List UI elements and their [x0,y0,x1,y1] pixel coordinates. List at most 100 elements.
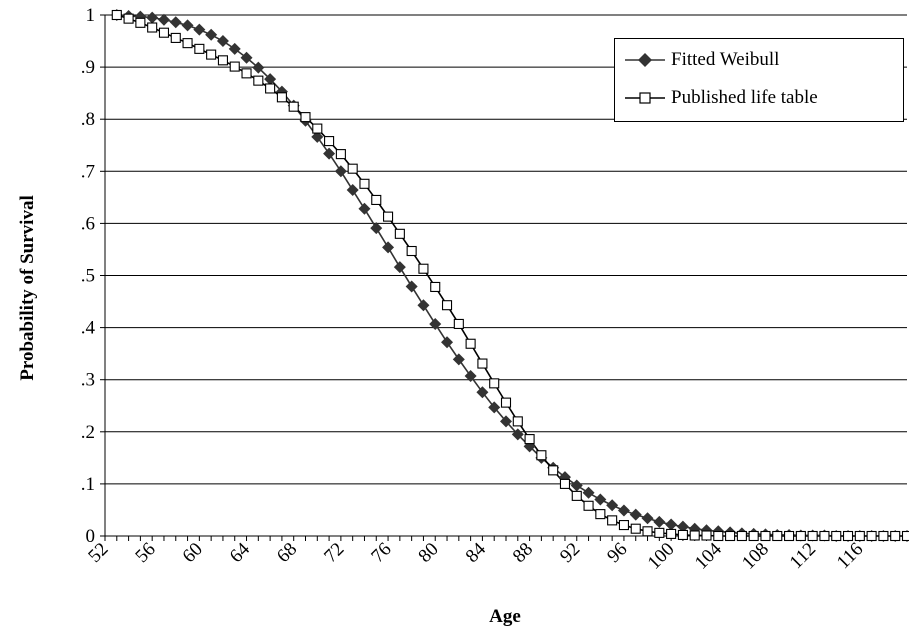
data-point-published-life-table [571,490,582,501]
data-point-published-life-table [831,530,842,542]
data-point-fitted-weibull [606,499,619,512]
square-marker-icon [625,92,665,104]
x-tick-label: 76 [367,539,395,567]
data-point-published-life-table [583,500,594,511]
data-point-fitted-weibull [641,512,654,525]
data-point-published-life-table [595,509,606,520]
data-point-published-life-table [748,530,759,542]
x-axis-label: Age [489,606,521,627]
x-tick-label: 116 [833,539,868,574]
data-point-published-life-table [890,530,901,542]
data-point-fitted-weibull [323,147,336,160]
data-point-published-life-table [430,281,441,293]
data-point-published-life-table [371,194,382,206]
data-point-fitted-weibull [216,35,229,48]
data-point-fitted-weibull [464,370,477,383]
data-point-fitted-weibull [417,299,430,312]
data-point-fitted-weibull [346,184,359,197]
data-point-published-life-table [359,178,370,189]
data-point-fitted-weibull [441,336,454,349]
data-point-fitted-weibull [370,222,383,235]
x-tick-label: 88 [509,539,537,567]
data-point-published-life-table [524,434,535,445]
data-point-published-life-table [489,378,500,389]
data-point-published-life-table [265,83,276,94]
y-tick-label: .4 [81,318,96,339]
data-point-published-life-table [347,163,358,174]
data-point-published-life-table [194,43,205,54]
data-point-fitted-weibull [264,73,277,86]
data-point-published-life-table [276,92,287,103]
x-tick-label: 92 [556,539,584,567]
x-tick-label: 72 [320,539,348,567]
legend-label-fitted-weibull: Fitted Weibull [671,49,780,70]
data-point-published-life-table [241,68,252,79]
data-point-published-life-table [383,211,394,222]
data-point-published-life-table [795,530,806,542]
data-point-fitted-weibull [228,42,241,55]
data-point-published-life-table [630,523,641,534]
data-point-published-life-table [418,263,429,274]
data-point-fitted-weibull [594,493,607,506]
data-point-published-life-table [772,530,783,542]
y-tick-label: .9 [81,57,95,78]
data-point-published-life-table [288,101,299,112]
x-tick-label: 96 [603,539,631,567]
data-point-fitted-weibull [252,61,265,74]
x-tick-label: 100 [644,539,679,574]
y-tick-label: .8 [81,109,95,130]
data-point-published-life-table [324,136,335,147]
x-tick-label: 64 [226,538,255,567]
data-point-published-life-table [760,530,771,542]
diamond-marker-icon [625,53,665,67]
data-point-published-life-table [689,530,700,541]
data-point-published-life-table [206,49,217,60]
data-point-published-life-table [666,528,677,539]
legend: Fitted Weibull Published life table [614,38,904,122]
x-tick-label: 104 [691,538,726,573]
data-point-published-life-table [441,300,453,311]
x-tick-label: 84 [462,538,491,567]
data-point-published-life-table [725,530,736,542]
data-point-fitted-weibull [157,13,170,26]
data-point-published-life-table [607,515,618,526]
y-axis-label: Probability of Survival [17,195,38,381]
data-point-published-life-table [477,358,488,369]
legend-item-fitted-weibull: Fitted Weibull [625,47,779,73]
x-tick-labels: 52 56 60 64 68 72 76 80 84 88 92 96 100 104 108 112 116 [84,538,867,573]
x-tick-label: 112 [786,539,821,574]
legend-label-published-life-table: Published life table [671,87,818,108]
data-point-published-life-table [300,112,311,123]
data-point-published-life-table [229,61,240,72]
x-tick-label: 80 [414,539,442,567]
data-point-published-life-table [642,526,653,537]
data-point-fitted-weibull [476,386,489,399]
data-point-fitted-weibull [665,518,678,531]
gridlines [105,14,907,485]
data-point-fitted-weibull [358,202,371,215]
data-point-published-life-table [335,149,346,160]
y-tick-label: .7 [81,161,95,182]
data-point-fitted-weibull [311,130,324,143]
y-tick-label: 1 [86,5,96,26]
data-point-fitted-weibull [240,51,253,64]
data-point-published-life-table [312,123,323,134]
data-point-published-life-table [500,397,512,408]
data-point-fitted-weibull [582,486,595,499]
data-point-fitted-weibull [500,415,512,428]
data-point-fitted-weibull [617,504,630,517]
data-point-published-life-table [901,530,909,542]
x-tick-label: 68 [273,539,301,567]
x-tick-label: 60 [179,539,207,567]
data-point-published-life-table [147,22,158,33]
data-point-fitted-weibull [405,280,418,293]
data-point-fitted-weibull [511,428,524,441]
y-tick-label: .5 [81,266,95,287]
data-point-published-life-table [123,13,134,24]
data-point-fitted-weibull [193,23,206,36]
y-tick-labels: 0 .1 .2 .3 .4 .5 .6 .7 .8 .9 1 [81,5,96,547]
y-tick-label: .1 [81,474,95,495]
data-point-published-life-table [394,228,405,239]
data-point-published-life-table [701,530,712,541]
legend-item-published-life-table: Published life table [625,85,818,111]
